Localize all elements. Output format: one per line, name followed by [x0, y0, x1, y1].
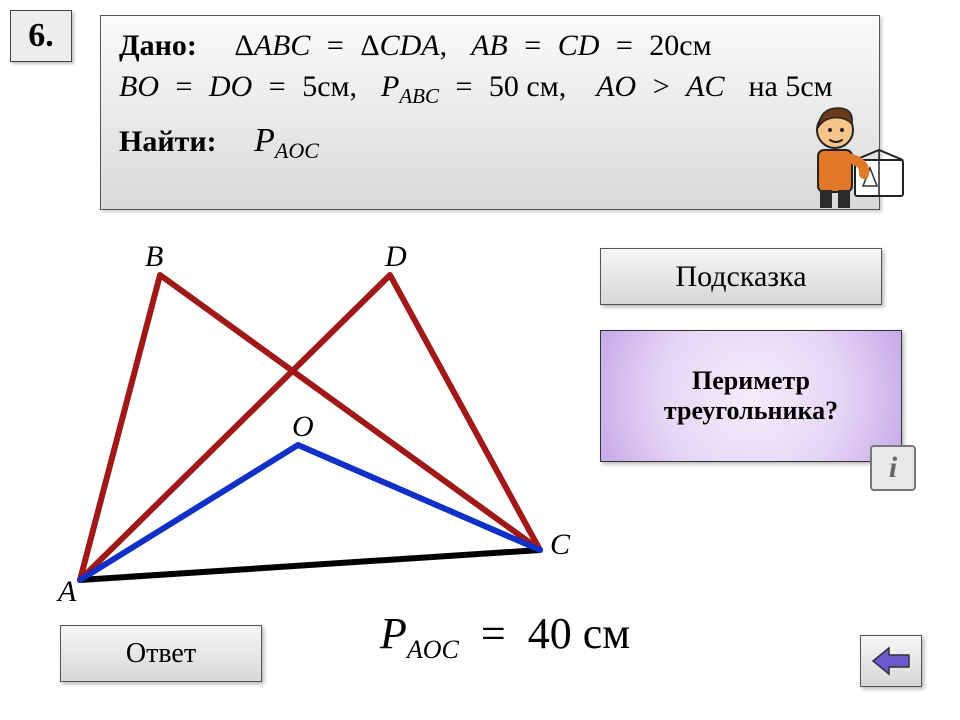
answer-val: 40 см: [528, 609, 630, 658]
seg-cd: CD: [558, 29, 600, 62]
problem-number-text: 6.: [28, 17, 54, 55]
seg-bo: BO: [119, 70, 159, 103]
pabc-value: 50 см,: [489, 70, 566, 103]
answer-button-label: Ответ: [126, 638, 196, 670]
geometry-figure: ABCDO: [40, 250, 580, 610]
cartoon-illustration: [800, 90, 905, 210]
vertex-label-b: B: [145, 240, 163, 274]
hint-button[interactable]: Подсказка: [600, 248, 882, 305]
vertex-label-o: O: [292, 410, 314, 444]
given-label: Дано:: [119, 29, 197, 62]
abcd-value: 20см: [649, 29, 711, 62]
hint-line1: Периметр: [692, 366, 810, 396]
perimeter-p: P: [381, 70, 399, 103]
find-p: P: [254, 122, 275, 159]
hint-button-label: Подсказка: [675, 260, 806, 294]
bodo-value: 5см,: [302, 70, 357, 103]
back-button[interactable]: [860, 635, 922, 687]
find-label: Найти:: [119, 125, 217, 158]
problem-number-badge: 6.: [10, 10, 72, 62]
hint-line2: треугольника?: [664, 396, 838, 426]
given-panel: Дано: ABC = CDA, AB = CD = 20см BO = DO …: [100, 15, 880, 210]
back-arrow-icon: [871, 646, 911, 676]
answer-value: PAOC = 40 см: [380, 608, 630, 665]
tri-abc: ABC: [254, 29, 311, 62]
seg-ao: AO: [596, 70, 636, 103]
delta-icon: [234, 29, 253, 62]
answer-button[interactable]: Ответ: [60, 625, 262, 682]
seg-ac: AC: [686, 70, 724, 103]
find-sub: AOC: [275, 138, 319, 163]
perimeter-sub: ABC: [399, 84, 439, 108]
answer-sub: AOC: [407, 635, 459, 664]
seg-do: DO: [209, 70, 252, 103]
delta-icon: [360, 29, 379, 62]
hint-panel: Периметр треугольника?: [600, 330, 902, 462]
vertex-label-c: C: [550, 528, 570, 562]
info-icon[interactable]: i: [870, 445, 916, 491]
seg-ab: AB: [471, 29, 508, 62]
info-glyph: i: [889, 451, 897, 485]
vertex-label-a: A: [58, 575, 76, 609]
tri-cda: CDA: [380, 29, 440, 62]
answer-eq: =: [481, 609, 506, 658]
vertex-label-d: D: [385, 240, 407, 274]
answer-p: P: [380, 609, 407, 658]
